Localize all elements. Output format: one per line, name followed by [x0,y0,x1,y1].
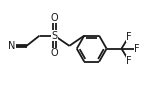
Text: S: S [51,31,58,41]
Text: F: F [126,32,132,42]
Text: O: O [51,48,58,58]
Text: F: F [126,56,132,66]
Text: N: N [8,41,15,51]
Text: O: O [51,13,58,23]
Text: F: F [135,44,140,54]
